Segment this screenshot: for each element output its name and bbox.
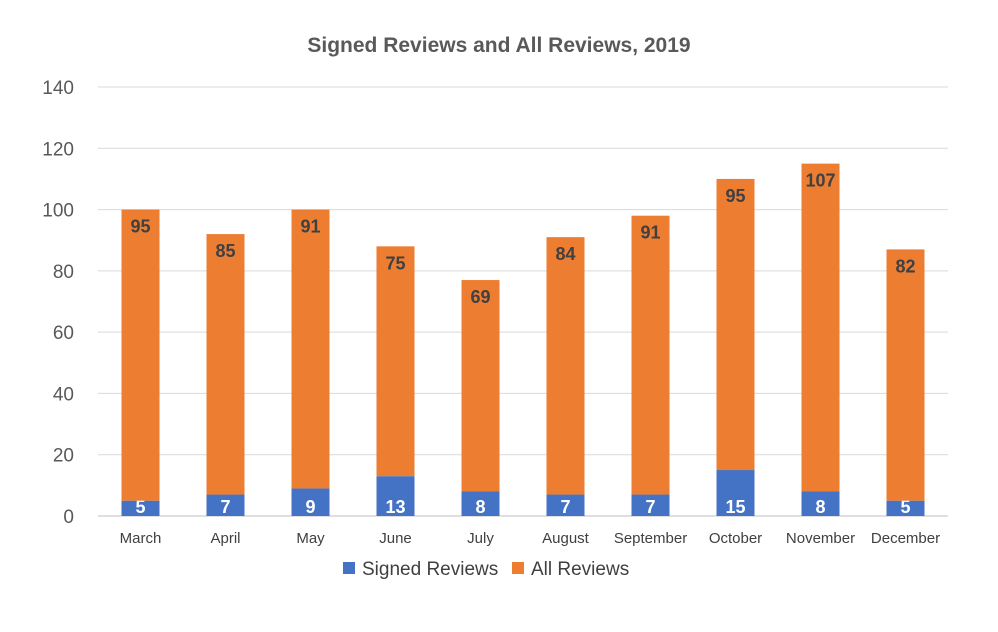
all-bar (546, 237, 585, 495)
y-tick-label: 0 (63, 507, 74, 528)
signed-bar (801, 491, 840, 516)
legend-swatch (343, 562, 355, 574)
all-bar (206, 234, 245, 495)
legend-label: Signed Reviews (362, 559, 498, 580)
signed-value-label: 5 (900, 497, 910, 517)
y-tick-label: 80 (53, 262, 74, 283)
all-bar (886, 249, 925, 501)
all-value-label: 107 (805, 171, 835, 191)
signed-bar (546, 494, 585, 516)
signed-bar (376, 476, 415, 516)
all-value-label: 95 (725, 186, 745, 206)
signed-value-label: 7 (220, 497, 230, 517)
signed-value-label: 8 (815, 497, 825, 517)
all-bar (121, 209, 160, 501)
all-value-label: 75 (385, 253, 405, 273)
all-bar (801, 163, 840, 492)
x-tick-label: December (871, 530, 940, 547)
x-tick-label: March (120, 530, 162, 547)
x-tick-label: November (786, 530, 855, 547)
signed-bar (631, 494, 670, 516)
y-tick-label: 40 (53, 384, 74, 405)
all-value-label: 95 (130, 217, 150, 237)
x-tick-label: May (296, 530, 325, 547)
signed-value-label: 5 (135, 497, 145, 517)
x-tick-label: July (467, 530, 494, 547)
signed-value-label: 15 (725, 497, 745, 517)
signed-value-label: 7 (645, 497, 655, 517)
x-tick-label: June (379, 530, 412, 547)
y-tick-label: 60 (53, 323, 74, 344)
signed-bar (291, 488, 330, 516)
x-tick-label: October (709, 530, 762, 547)
signed-value-label: 13 (385, 497, 405, 517)
all-bar (631, 215, 670, 495)
y-tick-label: 140 (42, 78, 74, 99)
all-value-label: 84 (555, 244, 575, 264)
all-value-label: 82 (895, 256, 915, 276)
signed-bar (121, 500, 160, 516)
all-value-label: 85 (215, 241, 235, 261)
signed-value-label: 7 (560, 497, 570, 517)
y-tick-label: 100 (42, 201, 74, 222)
x-tick-label: August (542, 530, 590, 547)
all-bar (376, 246, 415, 477)
all-value-label: 91 (640, 223, 660, 243)
chart-title: Signed Reviews and All Reviews, 2019 (307, 34, 691, 57)
y-tick-label: 20 (53, 446, 74, 467)
all-bar (461, 280, 500, 492)
all-value-label: 69 (470, 287, 490, 307)
x-tick-label: September (614, 530, 687, 547)
legend-label: All Reviews (531, 559, 629, 580)
y-tick-label: 120 (42, 139, 74, 160)
x-tick-label: April (210, 530, 240, 547)
signed-value-label: 9 (305, 497, 315, 517)
all-value-label: 91 (300, 217, 320, 237)
signed-bar (206, 494, 245, 516)
all-bar (716, 178, 755, 471)
legend-swatch (512, 562, 524, 574)
all-bar (291, 209, 330, 489)
signed-bar (716, 470, 755, 516)
signed-bar (461, 491, 500, 516)
signed-value-label: 8 (475, 497, 485, 517)
signed-bar (886, 500, 925, 516)
